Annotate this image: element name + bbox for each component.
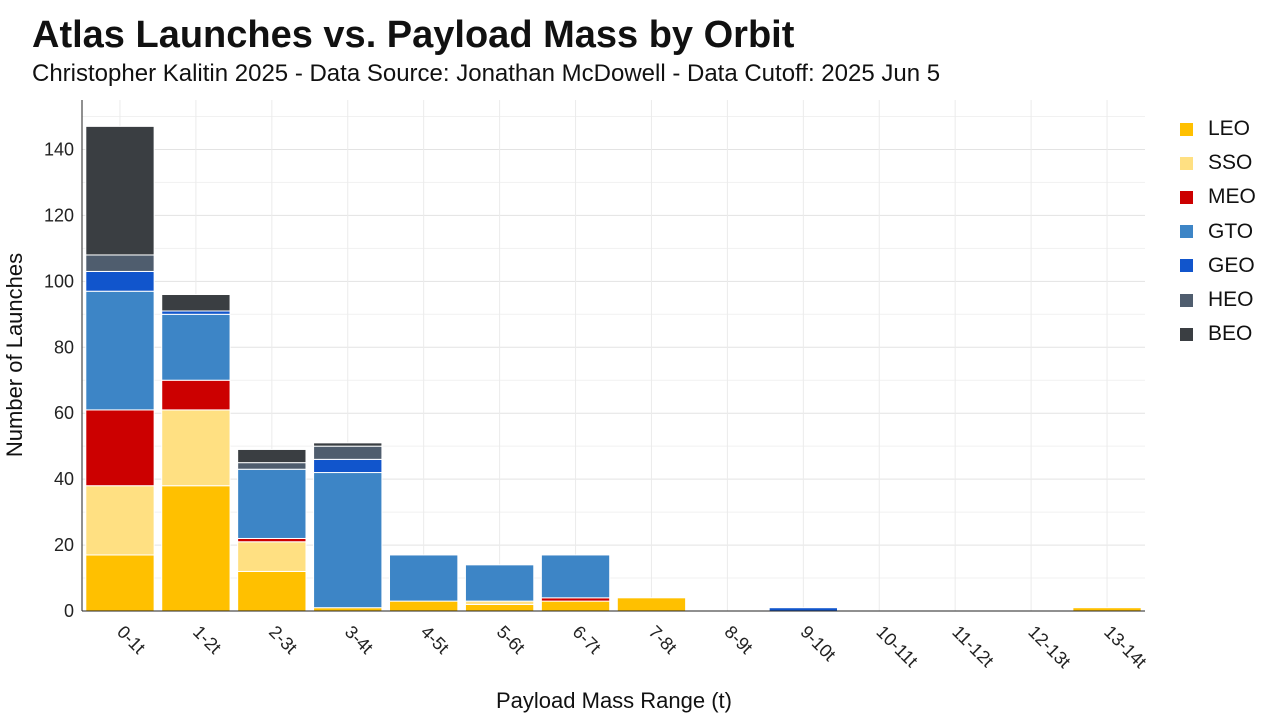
bar-segment-leo-4-5t: [389, 600, 459, 612]
bar-segment-leo-7-8t: [616, 597, 687, 612]
legend-swatch: [1180, 293, 1193, 307]
legend-item-leo: LEO: [1180, 112, 1256, 146]
x-tick-label: 2-3t: [265, 622, 301, 658]
bar-segment-sso-1-2t: [161, 409, 231, 487]
legend-label: LEO: [1208, 117, 1251, 141]
legend-label: GTO: [1208, 219, 1254, 243]
x-tick-label: 10-11t: [872, 622, 921, 671]
y-tick-labels: 0 20 40 60 80 100 120 140: [44, 139, 74, 621]
bar-segment-gto-3-4t: [313, 472, 383, 609]
bar-segment-leo-0-1t: [85, 554, 155, 612]
y-tick-label: 60: [54, 403, 74, 423]
bar-segment-beo-2-3t: [237, 448, 307, 464]
bar-segment-gto-6-7t: [540, 554, 611, 599]
bar-segment-meo-1-2t: [161, 379, 231, 411]
bar-segment-leo-2-3t: [237, 570, 307, 612]
bar-segment-leo-5-6t: [464, 603, 535, 612]
bars: [85, 125, 1142, 612]
legend-swatch: [1180, 259, 1193, 273]
bar-segment-gto-5-6t: [464, 564, 535, 602]
legend-item-gto: GTO: [1180, 215, 1256, 249]
legend-swatch: [1180, 122, 1193, 136]
chart-title: Atlas Launches vs. Payload Mass by Orbit: [32, 14, 795, 56]
chart-subtitle: Christopher Kalitin 2025 - Data Source: …: [32, 60, 941, 87]
x-tick-label: 6-7t: [569, 622, 605, 658]
legend-item-beo: BEO: [1180, 317, 1256, 351]
y-tick-label: 120: [44, 205, 74, 225]
legend-item-geo: GEO: [1180, 249, 1256, 283]
x-tick-label: 3-4t: [341, 622, 377, 658]
legend-swatch: [1180, 190, 1193, 204]
legend-label: HEO: [1208, 288, 1254, 312]
x-tick-label: 4-5t: [417, 622, 453, 658]
x-tick-label: 8-9t: [721, 622, 757, 658]
legend-label: SSO: [1208, 151, 1253, 175]
y-tick-label: 0: [64, 601, 74, 621]
bar-segment-leo-6-7t: [540, 600, 611, 612]
bar-segment-gto-0-1t: [85, 290, 155, 411]
legend-item-heo: HEO: [1180, 283, 1256, 317]
y-tick-label: 140: [44, 139, 74, 159]
legend: LEO SSO MEO GTO GEO HEO BEO: [1180, 112, 1256, 351]
bar-segment-gto-4-5t: [389, 554, 459, 602]
y-tick-label: 100: [44, 271, 74, 291]
bar-segment-beo-1-2t: [161, 294, 231, 312]
bar-segment-heo-0-1t: [85, 254, 155, 272]
y-tick-label: 20: [54, 535, 74, 555]
bar-segment-geo-0-1t: [85, 270, 155, 292]
x-tick-label: 7-8t: [645, 622, 681, 658]
x-axis-label: Payload Mass Range (t): [496, 688, 732, 713]
axes: [81, 100, 1145, 612]
legend-label: GEO: [1208, 253, 1255, 277]
y-tick-label: 80: [54, 337, 74, 357]
y-tick-label: 40: [54, 469, 74, 489]
y-axis-label: Number of Launches: [2, 253, 27, 457]
bar-segment-meo-0-1t: [85, 409, 155, 487]
bar-segment-sso-2-3t: [237, 541, 307, 572]
legend-swatch: [1180, 327, 1193, 341]
x-tick-label: 1-2t: [189, 622, 225, 658]
legend-swatch: [1180, 225, 1193, 239]
x-tick-label: 11-12t: [948, 622, 997, 671]
bar-segment-sso-0-1t: [85, 485, 155, 556]
legend-item-meo: MEO: [1180, 180, 1256, 214]
legend-label: BEO: [1208, 322, 1253, 346]
bar-segment-geo-3-4t: [313, 458, 383, 474]
x-tick-label: 12-13t: [1024, 622, 1074, 672]
legend-swatch: [1180, 156, 1193, 170]
x-tick-label: 0-1t: [113, 622, 149, 658]
bar-segment-leo-1-2t: [161, 485, 231, 612]
bar-segment-gto-2-3t: [237, 468, 307, 539]
bar-segment-heo-3-4t: [313, 445, 383, 460]
bar-segment-heo-2-3t: [237, 462, 307, 470]
legend-item-sso: SSO: [1180, 146, 1256, 180]
x-tick-label: 13-14t: [1100, 622, 1150, 672]
x-tick-labels: 0-1t 1-2t 2-3t 3-4t 4-5t 5-6t 6-7t 7-8t 8-9t 9-10…: [113, 622, 1150, 672]
bar-segment-gto-1-2t: [161, 313, 231, 381]
legend-label: MEO: [1208, 185, 1256, 209]
x-tick-label: 9-10t: [796, 622, 839, 665]
bar-segment-beo-3-4t: [313, 442, 383, 447]
x-tick-label: 5-6t: [493, 622, 529, 658]
bar-segment-beo-0-1t: [85, 125, 155, 256]
